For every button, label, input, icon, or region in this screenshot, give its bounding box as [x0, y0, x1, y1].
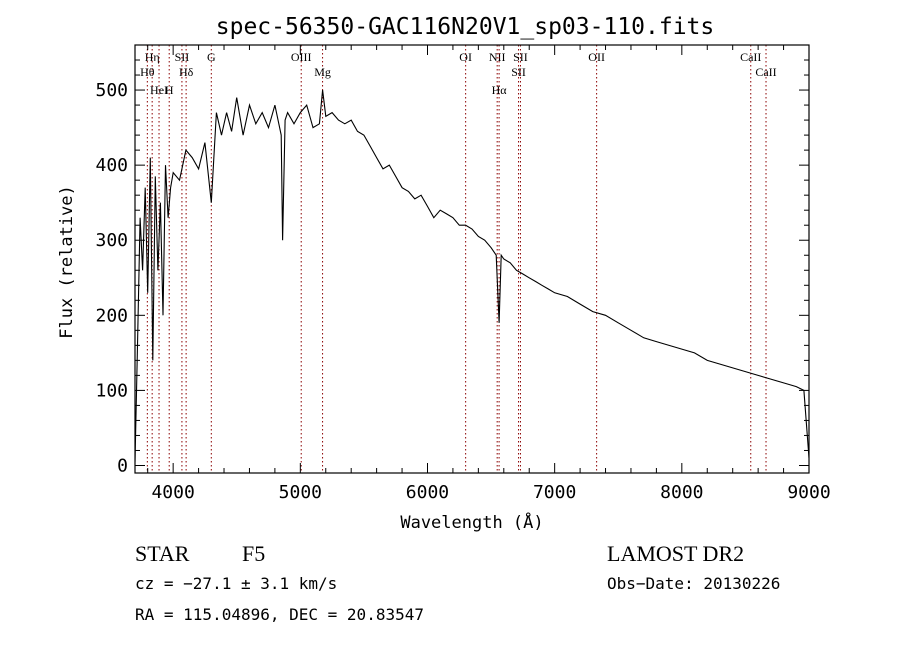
y-tick-label: 500	[95, 80, 128, 101]
spectral-line-label: CaII	[740, 50, 761, 64]
spectral-line-label: HeI	[150, 83, 168, 97]
chart-title: spec-56350-GAC116N20V1_sp03-110.fits	[216, 14, 715, 40]
spectral-line-label: OI	[459, 50, 472, 64]
y-axis-ticks: 0 100 200 300 400 500	[95, 59, 809, 476]
coordinates: RA = 115.04896, DEC = 20.83547	[135, 605, 424, 624]
y-tick-label: 300	[95, 230, 128, 251]
spectrum-series	[135, 90, 809, 462]
x-tick-label: 8000	[660, 482, 703, 503]
plot-frame	[134, 44, 810, 474]
spectral-line-label: H	[165, 83, 174, 97]
x-axis-label: Wavelength (Å)	[400, 511, 543, 533]
y-axis-label: Flux (relative)	[57, 185, 77, 339]
spectral-line-label: Mg	[314, 65, 331, 79]
y-tick-label: 400	[95, 155, 128, 176]
x-tick-label: 6000	[406, 482, 449, 503]
y-tick-label: 100	[95, 380, 128, 401]
x-tick-label: 5000	[279, 482, 322, 503]
spectral-line-label: SII	[513, 50, 528, 64]
spectral-line-label: Hθ	[140, 65, 155, 79]
spectral-line-label: SII	[511, 65, 526, 79]
y-tick-label: 0	[117, 455, 128, 476]
object-subclass: F5	[242, 541, 265, 566]
spectral-line-label: OII	[588, 50, 605, 64]
x-tick-label: 7000	[533, 482, 576, 503]
object-class: STAR	[135, 541, 190, 566]
spectral-line-label: NII	[489, 50, 506, 64]
redshift-velocity: cz = −27.1 ± 3.1 km/s	[135, 574, 337, 593]
spectral-line-label: CaII	[755, 65, 776, 79]
spectral-line-label: Hδ	[179, 65, 194, 79]
x-tick-label: 9000	[787, 482, 830, 503]
x-axis-ticks: 4000 5000 6000 7000 8000 9000	[147, 45, 831, 503]
observation-date: Obs−Date: 20130226	[607, 574, 780, 593]
spectral-line-label: Hη	[145, 50, 160, 64]
spectral-line-label: SII	[175, 50, 190, 64]
spectral-line-label: OIII	[291, 50, 312, 64]
spectrum-line	[135, 90, 809, 462]
spectral-line-label: G	[207, 50, 216, 64]
survey-name: LAMOST DR2	[607, 541, 744, 566]
spectral-line-label: Hα	[492, 83, 508, 97]
y-tick-label: 200	[95, 305, 128, 326]
x-tick-label: 4000	[151, 482, 194, 503]
